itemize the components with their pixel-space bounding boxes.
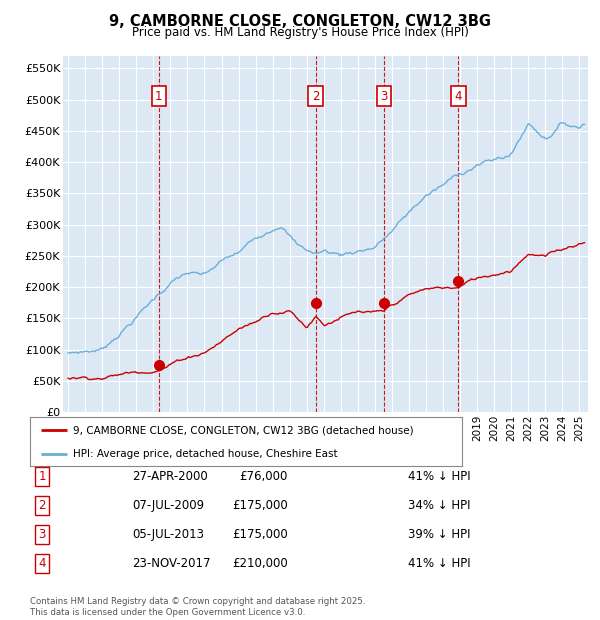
Text: 9, CAMBORNE CLOSE, CONGLETON, CW12 3BG (detached house): 9, CAMBORNE CLOSE, CONGLETON, CW12 3BG (… xyxy=(73,425,414,435)
Text: £76,000: £76,000 xyxy=(239,470,288,482)
Text: 4: 4 xyxy=(38,557,46,570)
Text: £210,000: £210,000 xyxy=(232,557,288,570)
Text: 41% ↓ HPI: 41% ↓ HPI xyxy=(408,470,470,482)
Text: 27-APR-2000: 27-APR-2000 xyxy=(132,470,208,482)
Text: 3: 3 xyxy=(38,528,46,541)
Text: Contains HM Land Registry data © Crown copyright and database right 2025.
This d: Contains HM Land Registry data © Crown c… xyxy=(30,598,365,617)
Text: 34% ↓ HPI: 34% ↓ HPI xyxy=(408,499,470,511)
Text: £175,000: £175,000 xyxy=(232,528,288,541)
Text: 07-JUL-2009: 07-JUL-2009 xyxy=(132,499,204,511)
Text: HPI: Average price, detached house, Cheshire East: HPI: Average price, detached house, Ches… xyxy=(73,449,338,459)
Text: 1: 1 xyxy=(38,470,46,482)
Text: £175,000: £175,000 xyxy=(232,499,288,511)
Text: 3: 3 xyxy=(380,90,388,103)
Text: Price paid vs. HM Land Registry's House Price Index (HPI): Price paid vs. HM Land Registry's House … xyxy=(131,26,469,39)
Text: 41% ↓ HPI: 41% ↓ HPI xyxy=(408,557,470,570)
Text: 05-JUL-2013: 05-JUL-2013 xyxy=(132,528,204,541)
Text: 39% ↓ HPI: 39% ↓ HPI xyxy=(408,528,470,541)
Text: 9, CAMBORNE CLOSE, CONGLETON, CW12 3BG: 9, CAMBORNE CLOSE, CONGLETON, CW12 3BG xyxy=(109,14,491,29)
Text: 23-NOV-2017: 23-NOV-2017 xyxy=(132,557,211,570)
Text: 2: 2 xyxy=(38,499,46,511)
Text: 1: 1 xyxy=(155,90,163,103)
Text: 2: 2 xyxy=(312,90,319,103)
Text: 4: 4 xyxy=(455,90,462,103)
